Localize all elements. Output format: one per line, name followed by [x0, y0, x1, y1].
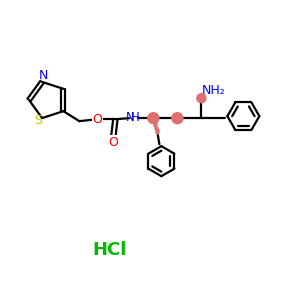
Text: H: H: [131, 111, 140, 124]
Text: N: N: [38, 69, 48, 82]
Text: N: N: [126, 111, 135, 124]
Text: O: O: [92, 113, 102, 126]
Circle shape: [172, 113, 183, 124]
Circle shape: [197, 94, 206, 103]
Circle shape: [148, 113, 159, 124]
Text: O: O: [108, 136, 118, 149]
Text: S: S: [34, 114, 42, 127]
Text: NH₂: NH₂: [202, 84, 225, 97]
Text: HCl: HCl: [93, 241, 127, 259]
